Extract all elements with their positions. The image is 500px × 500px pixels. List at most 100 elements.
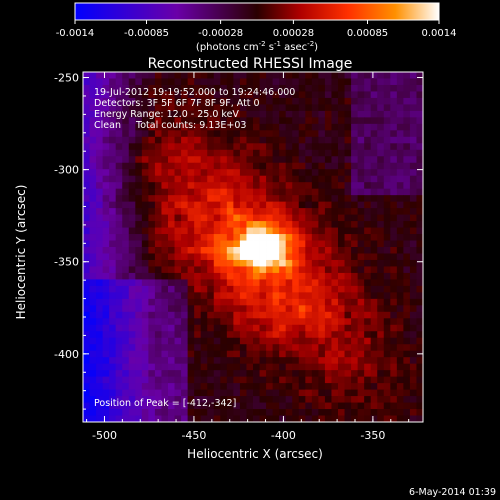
heatmap-cell [141,221,149,228]
heatmap-cell [272,104,280,112]
heatmap-cell [89,201,97,209]
heatmap-cell [168,156,175,164]
heatmap-cell [220,110,228,118]
heatmap-cell [181,253,189,261]
heatmap-cell [311,324,319,332]
heatmap-cell [128,279,136,287]
heatmap-cell [383,91,391,99]
heatmap-cell [181,409,189,416]
heatmap-cell [396,208,404,215]
heatmap-cell [318,110,326,118]
heatmap-cell [161,175,169,183]
heatmap-cell [102,337,110,345]
heatmap-cell [279,149,287,157]
heatmap-cell [253,259,260,267]
heatmap-cell [266,143,274,151]
heatmap-cell [383,396,391,403]
heatmap-cell [226,234,234,241]
heatmap-cell [168,182,175,190]
heatmap-cell [272,389,280,397]
heatmap-cell [377,357,385,365]
heatmap-cell [338,311,345,319]
heatmap-cell [115,376,123,384]
heatmap-cell [409,130,417,138]
heatmap-cell [109,298,117,306]
heatmap-cell [102,253,110,261]
heatmap-cell [292,234,300,241]
heatmap-cell [338,324,345,332]
heatmap-cell [122,221,130,228]
heatmap-cell [331,169,339,177]
plot-frame [82,71,424,423]
heatmap-cell [377,78,385,86]
heatmap-cell [83,234,90,241]
heatmap-cell [102,208,110,215]
heatmap-cell [305,84,313,92]
heatmap-cell [154,208,162,215]
heatmap-cell [383,117,391,125]
heatmap-cell [89,123,97,131]
heatmap-cell [200,110,208,118]
heatmap-cell [351,162,359,170]
heatmap-cell [253,324,260,332]
heatmap-cell [370,279,378,287]
heatmap-cell [311,123,319,131]
heatmap-cell [357,136,365,144]
heatmap-cell [272,376,280,384]
heatmap-cell [396,305,404,313]
heatmap-cell [233,376,241,384]
heatmap-cell [102,350,110,358]
heatmap-cell [259,285,267,293]
heatmap-cell [102,305,110,313]
heatmap-cell [416,305,424,313]
heatmap-cell [168,357,175,365]
heatmap-cell [220,383,228,390]
heatmap-cell [102,110,110,118]
heatmap-cell [154,350,162,358]
heatmap-cell [383,311,391,319]
heatmap-cell [181,227,189,235]
heatmap-cell [96,221,104,228]
heatmap-cell [102,259,110,267]
heatmap-cell [285,182,293,190]
heatmap-cell [194,175,202,183]
heatmap-cell [135,344,143,352]
heatmap-cell [115,240,123,248]
heatmap-cell [344,318,352,326]
heatmap-cell [253,78,260,86]
heatmap-cell [239,259,247,267]
heatmap-cell [194,331,202,339]
heatmap-cell [220,298,228,306]
heatmap-cell [181,72,189,79]
heatmap-cell [324,201,332,209]
heatmap-cell [272,201,280,209]
heatmap-cell [148,234,156,241]
heatmap-cell [377,305,385,313]
heatmap-cell [285,415,293,423]
heatmap-cell [383,97,391,105]
heatmap-cell [298,130,306,138]
heatmap-cell [416,344,424,352]
heatmap-cell [377,175,385,183]
heatmap-cell [383,305,391,313]
heatmap-cell [318,214,326,222]
heatmap-cell [285,324,293,332]
heatmap-cell [102,363,110,371]
heatmap-cell [109,84,117,92]
heatmap-cell [383,415,391,423]
heatmap-cell [161,182,169,190]
heatmap-cell [200,195,208,203]
heatmap-cell [168,240,175,248]
heatmap-cell [102,227,110,235]
heatmap-cell [96,285,104,293]
heatmap-cell [161,259,169,267]
heatmap-cell [226,84,234,92]
heatmap-cell [213,143,221,151]
heatmap-cell [351,279,359,287]
heatmap-cell [154,292,162,300]
heatmap-cell [220,409,228,416]
heatmap-cell [298,72,306,79]
heatmap-cell [305,318,313,326]
heatmap-cell [233,311,241,319]
heatmap-cell [233,84,241,92]
